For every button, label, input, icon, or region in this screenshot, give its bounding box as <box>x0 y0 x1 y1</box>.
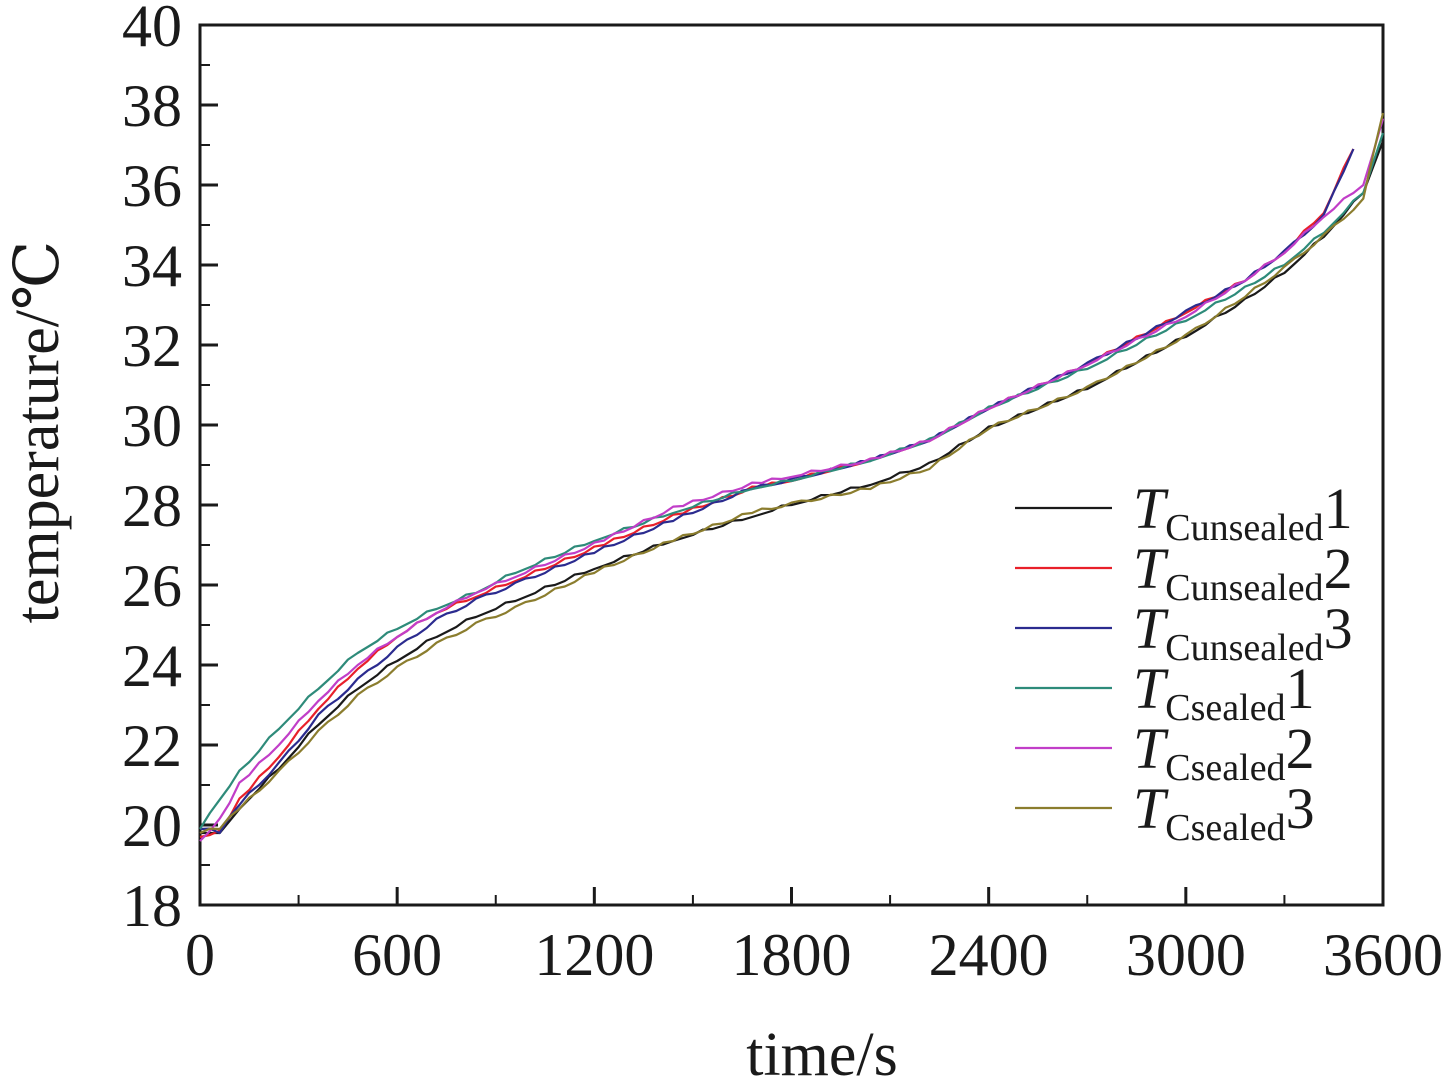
legend-label: TCsealed1 <box>1133 656 1315 729</box>
series-line-TCunsealed1 <box>200 140 1385 835</box>
x-axis-title: time/s <box>746 1021 898 1088</box>
legend-label: TCsealed2 <box>1133 716 1315 789</box>
x-tick-label: 1800 <box>732 922 852 988</box>
x-tick-label: 600 <box>352 922 442 988</box>
series-line-TCsealed3 <box>199 112 1385 835</box>
y-tick-label: 34 <box>122 233 182 299</box>
y-tick-label: 22 <box>122 713 182 779</box>
y-tick-label: 18 <box>122 873 182 939</box>
x-tick-label: 1200 <box>534 922 654 988</box>
y-axis-ticks: 18 20 22 24 26 28 30 32 34 36 38 40 <box>122 0 218 939</box>
y-tick-label: 24 <box>122 633 182 699</box>
legend-item: TCunsealed3 <box>1015 596 1353 669</box>
series-line-TCunsealed2 <box>199 148 1355 839</box>
legend-label: TCunsealed2 <box>1133 536 1353 609</box>
legend-item: TCsealed1 <box>1015 656 1315 729</box>
y-axis-title: temperature/℃ <box>4 241 72 624</box>
y-tick-label: 30 <box>122 393 182 459</box>
legend-label: TCsealed3 <box>1133 776 1315 849</box>
y-tick-label: 38 <box>122 73 182 139</box>
legend-item: TCsealed3 <box>1015 776 1315 849</box>
x-tick-label: 2400 <box>929 922 1049 988</box>
x-axis-ticks: 0 600 1200 1800 2400 3000 3600 <box>185 887 1443 988</box>
y-tick-label: 36 <box>122 153 182 219</box>
x-tick-label: 3600 <box>1323 922 1443 988</box>
y-tick-label: 20 <box>122 793 182 859</box>
legend-item: TCsealed2 <box>1015 716 1315 789</box>
x-tick-label: 0 <box>185 922 215 988</box>
legend-label: TCunsealed3 <box>1133 596 1353 669</box>
y-tick-label: 40 <box>122 0 182 59</box>
series-lines <box>199 112 1385 842</box>
y-tick-label: 28 <box>122 473 182 539</box>
y-tick-label: 26 <box>122 553 182 619</box>
y-tick-label: 32 <box>122 313 182 379</box>
series-line-TCsealed1 <box>199 132 1385 830</box>
legend-item: TCunsealed2 <box>1015 536 1353 609</box>
legend: TCunsealed1TCunsealed2TCunsealed3TCseale… <box>1015 476 1353 849</box>
series-line-TCunsealed3 <box>199 148 1355 835</box>
legend-item: TCunsealed1 <box>1015 476 1353 549</box>
x-tick-label: 3000 <box>1126 922 1246 988</box>
legend-label: TCunsealed1 <box>1133 476 1353 549</box>
series-line-TCsealed2 <box>199 118 1385 842</box>
